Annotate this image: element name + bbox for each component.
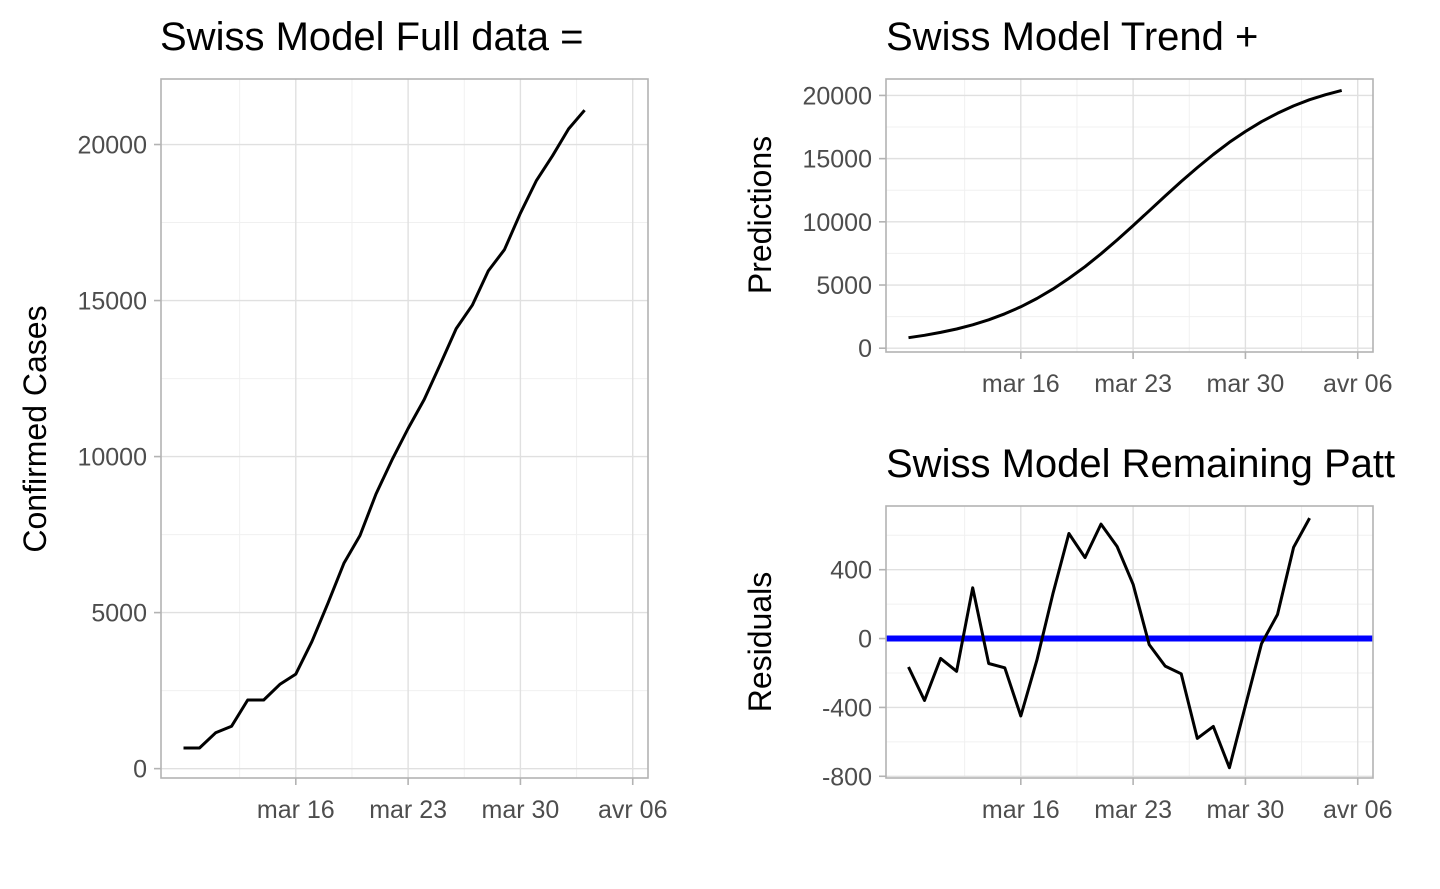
panel-trend-title: Swiss Model Trend +: [886, 15, 1258, 59]
x-tick-label: mar 23: [1094, 796, 1172, 824]
y-tick-label: 5000: [91, 600, 147, 628]
y-tick-label: 10000: [77, 444, 147, 472]
panel-full-data-title: Swiss Model Full data =: [160, 15, 584, 59]
y-tick-label: 400: [830, 557, 872, 585]
series-line: [908, 88, 1343, 340]
y-tick-label: 15000: [802, 146, 872, 174]
x-tick-label: avr 06: [598, 796, 667, 824]
y-tick-label: 5000: [816, 272, 872, 300]
panel-trend-grid: [886, 79, 1373, 352]
plot-frame: [885, 505, 1374, 779]
panel-trend-y-axis-label: Predictions: [742, 136, 778, 294]
panel-remaining-pattern-axes: mar 16 mar 23 mar 30 avr 06 -800 -400 0 400: [822, 505, 1392, 824]
panel-remaining-pattern-title: Swiss Model Remaining Patt: [886, 442, 1395, 486]
y-tick-label: 0: [858, 626, 872, 654]
panel-full-data-series: [183, 109, 586, 750]
y-tick-label: 0: [858, 335, 872, 363]
x-tick-label: mar 23: [369, 796, 447, 824]
y-tick-label: 20000: [77, 132, 147, 160]
series-line: [907, 517, 1311, 770]
panel-remaining-pattern-grid: [886, 506, 1373, 778]
y-tick-label: 15000: [77, 288, 147, 316]
x-tick-label: mar 30: [1207, 370, 1285, 398]
x-tick-label: avr 06: [1323, 796, 1392, 824]
panel-full-data: Swiss Model Full data = Confirmed Cases …: [17, 15, 667, 824]
y-tick-label: 20000: [802, 82, 872, 110]
x-tick-label: mar 16: [982, 796, 1060, 824]
panel-remaining-pattern-y-axis-label: Residuals: [742, 572, 778, 713]
panel-trend-series: [908, 88, 1343, 340]
series-line: [183, 109, 586, 750]
panel-full-data-axes: mar 16 mar 23 mar 30 avr 06 0 5000 10000 15000 2…: [77, 78, 667, 824]
y-tick-label: -800: [822, 763, 872, 791]
y-tick-label: -400: [822, 694, 872, 722]
panel-full-data-grid: [161, 79, 648, 778]
x-tick-label: mar 16: [257, 796, 335, 824]
panel-trend: Swiss Model Trend + Predictions mar 16 ma…: [742, 15, 1392, 398]
panel-trend-axes: mar 16 mar 23 mar 30 avr 06 0 5000 10000 15000 2…: [802, 78, 1392, 398]
y-tick-label: 10000: [802, 209, 872, 237]
plot-frame: [160, 78, 649, 779]
x-tick-label: mar 16: [982, 370, 1060, 398]
x-tick-label: avr 06: [1323, 370, 1392, 398]
x-tick-label: mar 30: [482, 796, 560, 824]
panel-remaining-pattern-series: [886, 517, 1373, 770]
plot-frame: [885, 78, 1374, 353]
x-tick-label: mar 30: [1207, 796, 1285, 824]
x-tick-label: mar 23: [1094, 370, 1172, 398]
panel-full-data-y-axis-label: Confirmed Cases: [17, 305, 53, 552]
panel-remaining-pattern: Swiss Model Remaining Patt Residuals mar…: [742, 442, 1395, 824]
y-tick-label: 0: [133, 756, 147, 784]
